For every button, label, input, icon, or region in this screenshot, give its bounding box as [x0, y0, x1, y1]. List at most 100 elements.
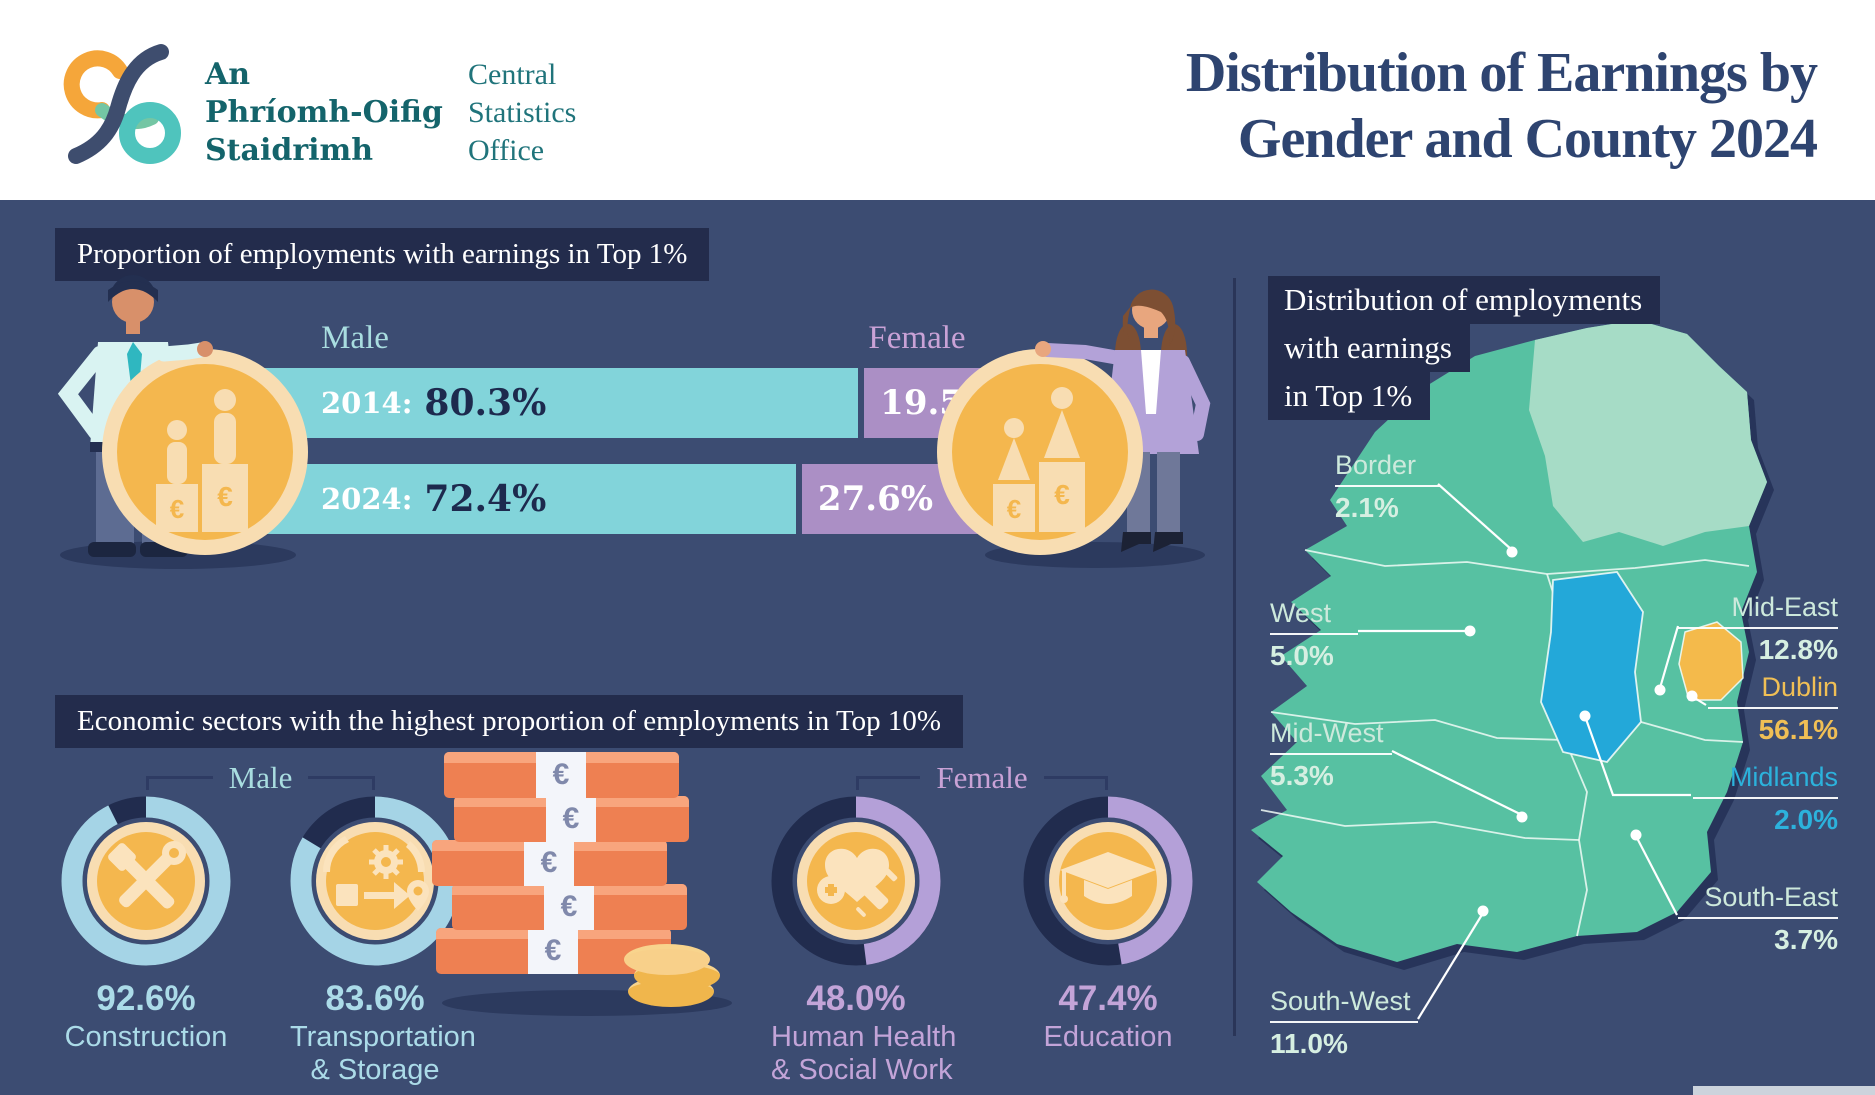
region-pct: 11.0% [1270, 1028, 1348, 1059]
region-name: Midlands [1693, 762, 1838, 799]
bracket-line [146, 776, 213, 793]
bar-2024-male: 2024: 72.4% [237, 464, 796, 534]
coin-stack [624, 944, 710, 975]
euro-band: € [536, 752, 586, 798]
region-pct: 5.0% [1270, 640, 1334, 671]
logo-irish-line: Phríomh-Oifig [205, 95, 443, 130]
bars-male-label: Male [321, 320, 389, 356]
donut-sector-name: Human Health [771, 1021, 957, 1053]
sectors-section-heading: Economic sectors with the highest propor… [55, 695, 964, 748]
logo-irish-line: Staidrimh [205, 133, 374, 168]
donut-sector-name: Construction [64, 1021, 228, 1053]
map-heading-line: Distribution of employments [1268, 276, 1661, 324]
map-panel: Distribution of employments with earning… [1235, 270, 1875, 1080]
euro-band: € [544, 884, 594, 930]
logo-irish-line: An [205, 57, 251, 92]
bars-female-label: Female [868, 320, 966, 356]
region-pct: 2.0% [1774, 804, 1838, 835]
female-character-illustration: € € [937, 289, 1211, 568]
page-title: Distribution of Earnings by Gender and C… [717, 40, 1818, 172]
logo-english-line: Central [468, 58, 557, 91]
map-region-midlands [1540, 571, 1644, 763]
region-name: South-East [1678, 882, 1838, 919]
donut-chart [771, 796, 941, 966]
map-leader-lines [1358, 483, 1707, 1020]
donut-human-health: 48.0% Human Health & Social Work [771, 796, 957, 1087]
banknote-bundle: € [432, 840, 667, 886]
donut-pct: 47.4% [1058, 979, 1158, 1018]
map-heading-line: with earnings [1268, 324, 1470, 372]
banknote-bundle: € [444, 752, 679, 798]
euro-symbol: € [217, 481, 233, 512]
map-label-mid-east: Mid-East 12.8% [1678, 592, 1838, 666]
euro-band: € [546, 796, 596, 842]
map-heading-line: in Top 1% [1268, 372, 1431, 420]
logo-english-line: Statistics [468, 96, 577, 129]
logo-name-english: Central Statistics Office [468, 56, 576, 170]
region-name: South-West [1270, 986, 1418, 1023]
footer-strip [1693, 1086, 1875, 1095]
header-band: An Phríomh-Oifig Staidrimh Central Stati… [0, 0, 1875, 200]
region-name: Border [1335, 450, 1440, 487]
donut-sector-name: Transportation [290, 1021, 476, 1053]
region-pct: 3.7% [1774, 924, 1838, 955]
bracket-line [308, 776, 376, 793]
map-label-south-east: South-East 3.7% [1678, 882, 1838, 956]
cso-logo-icon [63, 44, 181, 164]
graduation-cap-icon [1060, 852, 1156, 904]
donut-sector-name: Education [1043, 1021, 1173, 1053]
euro-symbol: € [1054, 479, 1070, 510]
health-icon [817, 848, 898, 917]
logistics-icon [322, 836, 429, 911]
donut-pct: 83.6% [325, 979, 425, 1018]
donut-construction: 92.6% Construction [61, 796, 231, 1054]
top1-section-heading: Proportion of employments with earnings … [55, 228, 710, 281]
map-heading: Distribution of employments with earning… [1268, 276, 1661, 420]
donut-pct: 92.6% [96, 979, 196, 1018]
sectors-female-label: Female [936, 760, 1028, 795]
map-label-south-west: South-West 11.0% [1270, 986, 1418, 1060]
title-line-1: Distribution of Earnings by [1185, 42, 1818, 104]
sectors-male-label: Male [228, 760, 293, 795]
map-label-mid-west: Mid-West 5.3% [1270, 718, 1392, 792]
map-region-northern-ireland [1529, 320, 1767, 546]
logo-name-irish: An Phríomh-Oifig Staidrimh [205, 56, 443, 170]
donut-sector-name: & Storage [310, 1054, 440, 1086]
bar-year-label: 2014: [321, 386, 413, 420]
euro-symbol: € [170, 494, 184, 524]
map-label-border: Border 2.1% [1335, 450, 1440, 524]
bar-2014-male: 2014: 80.3% [237, 368, 859, 438]
bracket-line [856, 776, 921, 793]
bar-female-pct: 27.6% [817, 479, 934, 519]
logo-english-line: Office [468, 134, 545, 167]
region-pct: 2.1% [1335, 492, 1399, 523]
region-pct: 56.1% [1758, 714, 1838, 745]
male-donuts-bracket: Male [146, 762, 376, 793]
ireland-map [1251, 320, 1774, 1020]
donut-chart [61, 796, 231, 966]
region-pct: 12.8% [1758, 634, 1838, 665]
banknote-bundle: € [454, 796, 689, 842]
map-label-midlands: Midlands 2.0% [1693, 762, 1838, 836]
region-name: Mid-East [1678, 592, 1838, 629]
money-stack-illustration: € € € € € [432, 752, 742, 1032]
title-line-2: Gender and County 2024 [1237, 108, 1818, 170]
female-donuts-bracket: Female [856, 762, 1109, 793]
bar-male-pct: 80.3% [424, 382, 547, 424]
donut-education: 47.4% Education [1023, 796, 1193, 1054]
bar-year-label: 2024: [321, 482, 413, 516]
donut-pct: 48.0% [806, 979, 906, 1018]
donut-sector-name: & Social Work [771, 1054, 953, 1086]
construction-tools-icon [108, 841, 186, 909]
region-pct: 5.3% [1270, 760, 1334, 791]
euro-band: € [528, 928, 578, 974]
bar-row-2014: 2014: 80.3% 19.5% [237, 368, 1009, 438]
panel-divider [1233, 278, 1236, 1036]
bar-row-2024: 2024: 72.4% 27.6% [237, 464, 1009, 534]
region-name: Dublin [1708, 672, 1838, 709]
map-leader-dots [1464, 546, 1698, 917]
euro-symbol: € [1007, 494, 1021, 524]
donut-chart [1023, 796, 1193, 966]
banknote-bundle: € [452, 884, 687, 930]
